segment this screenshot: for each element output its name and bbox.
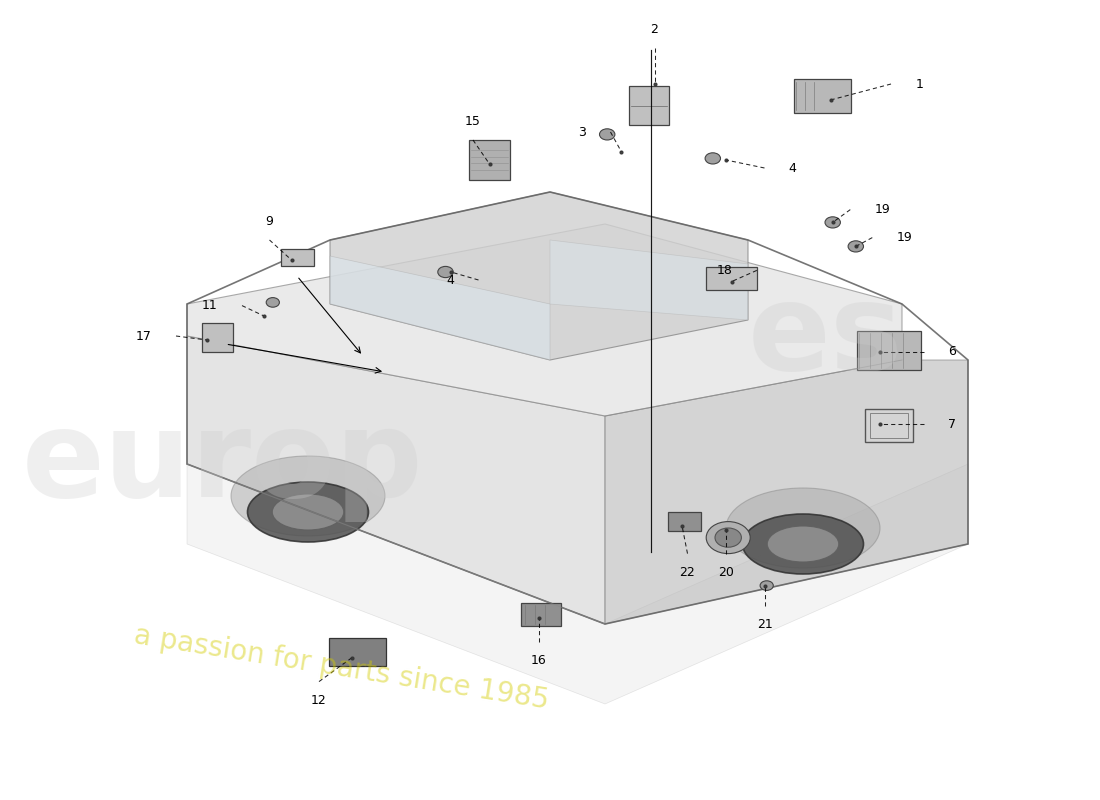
Ellipse shape xyxy=(768,526,838,562)
Bar xyxy=(857,331,921,370)
Bar xyxy=(668,512,701,531)
Text: 4: 4 xyxy=(789,162,796,174)
Polygon shape xyxy=(550,240,748,320)
Polygon shape xyxy=(187,336,605,624)
Bar xyxy=(865,409,913,442)
Text: 15: 15 xyxy=(465,114,481,128)
Text: 22: 22 xyxy=(680,566,695,579)
Bar xyxy=(329,638,386,666)
Text: 11: 11 xyxy=(202,299,218,312)
Text: 21: 21 xyxy=(757,618,772,631)
Circle shape xyxy=(760,581,773,590)
Text: 16: 16 xyxy=(531,654,547,667)
Bar xyxy=(521,603,561,626)
Text: 19: 19 xyxy=(874,203,890,216)
Circle shape xyxy=(715,528,741,547)
Text: 19: 19 xyxy=(896,231,912,244)
Circle shape xyxy=(848,241,864,252)
Circle shape xyxy=(825,217,840,228)
Circle shape xyxy=(705,153,720,164)
Circle shape xyxy=(706,522,750,554)
Text: 1: 1 xyxy=(915,78,923,90)
Bar xyxy=(629,86,669,125)
Ellipse shape xyxy=(726,488,880,568)
Bar xyxy=(469,140,510,180)
Text: 2: 2 xyxy=(650,22,659,36)
Bar xyxy=(202,323,233,352)
Bar xyxy=(706,267,757,290)
Bar xyxy=(794,79,851,113)
Polygon shape xyxy=(330,256,550,360)
Polygon shape xyxy=(187,224,902,416)
Text: es: es xyxy=(748,278,903,394)
Text: a passion for parts since 1985: a passion for parts since 1985 xyxy=(132,622,551,714)
Text: 12: 12 xyxy=(311,694,327,707)
Polygon shape xyxy=(187,464,968,704)
Text: 17: 17 xyxy=(136,330,152,342)
Bar xyxy=(280,249,314,266)
Circle shape xyxy=(600,129,615,140)
Ellipse shape xyxy=(231,456,385,536)
Text: europ: europ xyxy=(22,406,424,522)
Bar xyxy=(870,413,907,438)
Text: 6: 6 xyxy=(948,346,956,358)
Text: 9: 9 xyxy=(265,214,274,228)
Circle shape xyxy=(438,266,453,278)
Circle shape xyxy=(266,298,279,307)
Text: 3: 3 xyxy=(579,126,586,138)
Ellipse shape xyxy=(248,482,368,542)
Ellipse shape xyxy=(273,494,344,530)
Polygon shape xyxy=(605,360,968,624)
Text: 4: 4 xyxy=(447,274,454,286)
Text: 18: 18 xyxy=(717,264,733,277)
Text: 7: 7 xyxy=(948,418,956,430)
Text: 20: 20 xyxy=(718,566,734,579)
Ellipse shape xyxy=(742,514,864,574)
Polygon shape xyxy=(330,192,748,360)
